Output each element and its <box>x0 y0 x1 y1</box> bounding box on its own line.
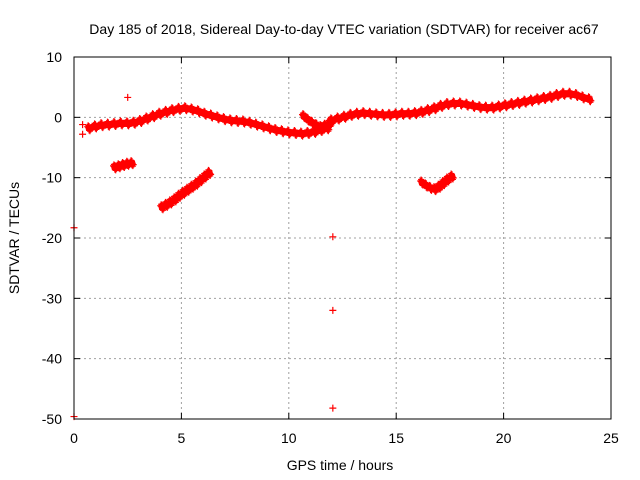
x-tick-label: 20 <box>496 430 512 446</box>
x-tick-label: 15 <box>388 430 404 446</box>
series-trace <box>418 172 456 193</box>
series-arc-16-18h <box>417 170 457 196</box>
series-trace <box>85 90 594 138</box>
series-trace <box>300 112 334 131</box>
y-tick-label: 10 <box>46 49 62 65</box>
series-segment-near-2h <box>110 157 137 174</box>
chart-title: Day 185 of 2018, Sidereal Day-to-day VTE… <box>89 21 599 37</box>
series-rising-arc-4-6h <box>157 166 215 214</box>
y-tick-label: -20 <box>42 230 62 246</box>
x-tick-label: 0 <box>70 430 78 446</box>
data-point <box>124 93 132 101</box>
x-tick-label: 25 <box>603 430 619 446</box>
series-outliers <box>70 93 337 421</box>
data-points <box>70 87 595 421</box>
y-tick-label: -40 <box>42 351 62 367</box>
series-trace <box>158 169 213 211</box>
y-tick-label: -50 <box>42 411 62 427</box>
axis-ticks: 0 5 10 15 20 25 10 0 -10 -20 -30 -40 -50 <box>42 49 619 446</box>
data-point <box>329 233 337 241</box>
y-axis-label: SDTVAR / TECUs <box>6 182 22 294</box>
data-point <box>329 306 337 314</box>
y-tick-label: -10 <box>42 170 62 186</box>
x-tick-label: 5 <box>178 430 186 446</box>
grid-lines <box>74 57 611 419</box>
data-point <box>79 130 87 138</box>
series-dip-near-11h <box>299 110 335 133</box>
x-tick-label: 10 <box>281 430 297 446</box>
series-main-band <box>84 87 595 140</box>
series-trace <box>111 159 136 171</box>
y-tick-label: -30 <box>42 290 62 306</box>
data-point <box>79 121 87 129</box>
y-tick-label: 0 <box>54 109 62 125</box>
x-axis-label: GPS time / hours <box>287 457 394 473</box>
data-point <box>329 404 337 412</box>
